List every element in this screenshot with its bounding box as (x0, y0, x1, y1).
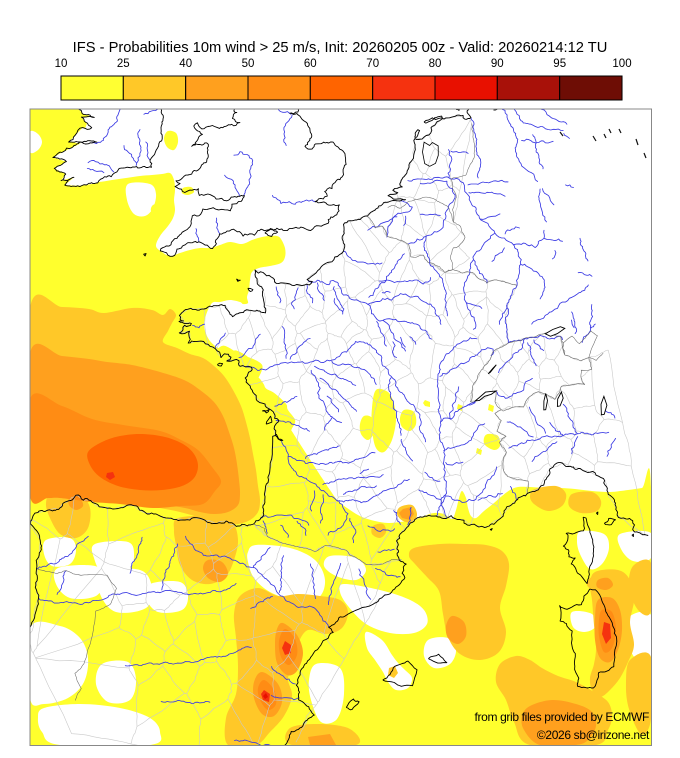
svg-text:IFS - Probabilities 10m wind >: IFS - Probabilities 10m wind > 25 m/s, I… (73, 40, 608, 56)
svg-text:80: 80 (429, 58, 442, 70)
svg-text:40: 40 (179, 58, 192, 70)
svg-text:95: 95 (553, 58, 566, 70)
svg-text:10: 10 (55, 58, 68, 70)
svg-text:90: 90 (491, 58, 504, 70)
svg-text:70: 70 (366, 58, 379, 70)
svg-text:©2026 sb@irizone.net: ©2026 sb@irizone.net (537, 728, 650, 742)
svg-text:from grib files provided by EC: from grib files provided by ECMWF (475, 710, 650, 724)
svg-text:25: 25 (117, 58, 130, 70)
svg-text:50: 50 (242, 58, 255, 70)
svg-text:60: 60 (304, 58, 317, 70)
svg-text:100: 100 (612, 58, 631, 70)
